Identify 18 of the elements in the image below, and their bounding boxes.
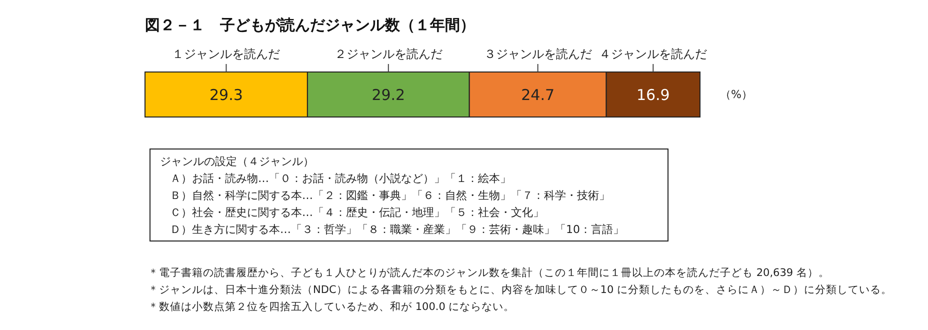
data-label: 16.9: [636, 86, 670, 104]
text: （%）: [720, 88, 752, 101]
series-label: ３ジャンルを読んだ: [484, 47, 592, 61]
text: ＊数値は小数点第２位を四捨五入しているため、和が 100.0 にならない。: [148, 300, 515, 313]
chart-title: 図２－１ 子どもが読んだジャンル数（１年間）: [145, 16, 475, 34]
data-label: 29.3: [210, 86, 243, 104]
text: ジャンルの設定（４ジャンル）: [160, 155, 314, 168]
text: Ｂ）自然・科学に関する本…「２：図鑑・事典」「６：自然・生物」「７：科学・技術」: [170, 189, 610, 202]
series-label: １ジャンルを読んだ: [172, 47, 280, 61]
text: ＊電子書籍の読書履歴から、子ども１人ひとりが読んだ本のジャンル数を集計（この１年間に１冊以上の本を読んだ子ども 20,639 名）。: [148, 266, 830, 279]
series-label: ４ジャンルを読んだ: [599, 47, 708, 61]
text: Ｄ）生き方に関する本…「３：哲学」「８：職業・産業」「９：芸術・趣味」「10：言語」: [170, 223, 624, 236]
data-label: 24.7: [521, 86, 555, 104]
series-label: ２ジャンルを読んだ: [334, 47, 442, 61]
data-label: 29.2: [372, 86, 406, 104]
text: Ｃ）社会・歴史に関する本…「４：歴史・伝記・地理」「５：社会・文化」: [170, 206, 544, 219]
text: Ａ）お話・読み物…「０：お話・読み物（小説など）」「１：絵本」: [170, 172, 511, 185]
text: ＊ジャンルは、日本十進分類法（NDC）による各書籍の分類をもとに、内容を加味して０～10 に分類したものを、さらにＡ）～Ｄ）に分類している。: [148, 283, 892, 296]
